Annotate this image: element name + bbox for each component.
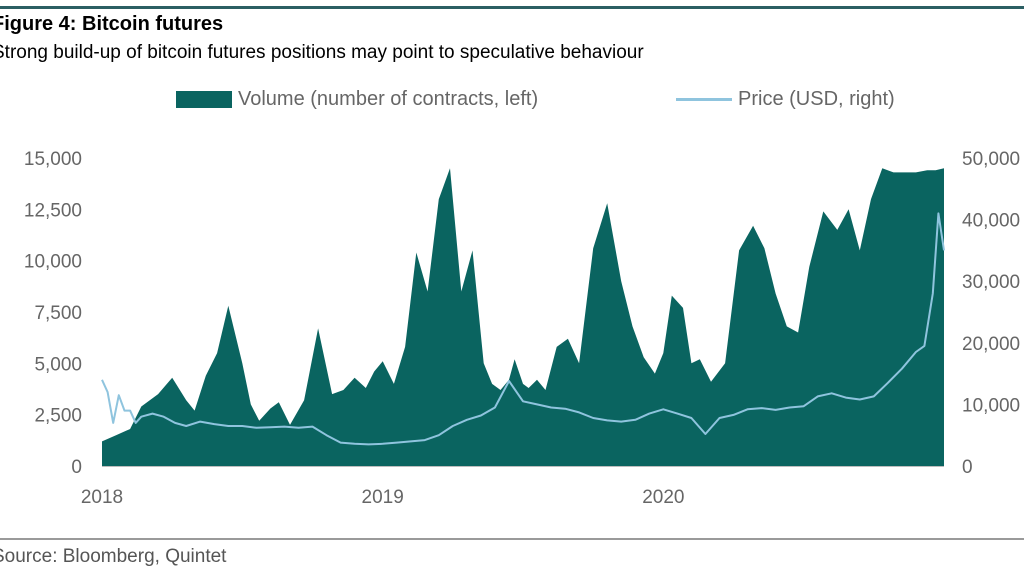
left-axis-tick-label: 10,000 [24, 252, 82, 273]
volume-area-series [102, 168, 944, 467]
right-axis-tick-label: 50,000 [962, 149, 1020, 170]
right-axis-tick-label: 30,000 [962, 272, 1020, 293]
bottom-rule [0, 538, 1024, 540]
legend-item-volume: Volume (number of contracts, left) [176, 88, 538, 111]
left-axis-tick-label: 7,500 [34, 303, 82, 324]
plot-area [101, 168, 945, 467]
x-axis-tick-label: 2019 [362, 487, 404, 508]
figure-subtitle: Strong build-up of bitcoin futures posit… [0, 42, 644, 63]
right-y-axis: 0 10,000 20,000 30,000 40,000 50,000 [962, 149, 1020, 478]
right-axis-tick-label: 40,000 [962, 211, 1020, 232]
right-axis-tick-label: 0 [962, 457, 973, 478]
left-axis-tick-label: 12,500 [24, 200, 82, 221]
figure-title: Figure 4: Bitcoin futures [0, 13, 224, 35]
legend-label-volume: Volume (number of contracts, left) [238, 88, 539, 110]
right-axis-tick-label: 20,000 [962, 334, 1020, 355]
price-line-series [101, 212, 945, 446]
top-rule [0, 6, 1024, 9]
x-axis-tick-label: 2020 [642, 487, 684, 508]
x-axis-tick-label: 2018 [81, 487, 123, 508]
chart-legend: Volume (number of contracts, left) Price… [0, 88, 1024, 118]
left-axis-tick-label: 0 [71, 457, 82, 478]
legend-swatch-price [676, 98, 732, 101]
left-axis-tick-label: 2,500 [34, 406, 82, 427]
legend-label-price: Price (USD, right) [738, 88, 895, 110]
x-axis: 2018 2019 2020 [81, 466, 944, 508]
left-axis-tick-label: 15,000 [24, 149, 82, 170]
left-y-axis: 0 2,500 5,000 7,500 10,000 12,500 15,000 [24, 149, 82, 478]
source-note: Source: Bloomberg, Quintet [0, 546, 227, 567]
legend-swatch-volume [176, 91, 232, 108]
legend-item-price: Price (USD, right) [676, 88, 895, 111]
right-axis-tick-label: 10,000 [962, 395, 1020, 416]
left-axis-tick-label: 5,000 [34, 354, 82, 375]
